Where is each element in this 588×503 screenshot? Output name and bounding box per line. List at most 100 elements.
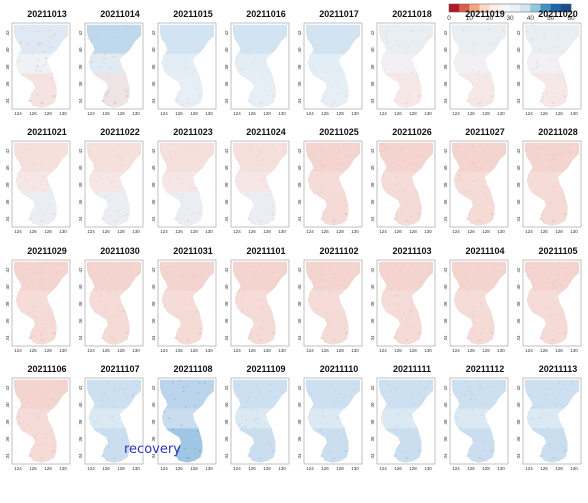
island bbox=[563, 450, 567, 452]
map-panel: 20211106 42 40 38 36 34 124 126 128 130 bbox=[5, 364, 71, 471]
x-tick-label: 126 bbox=[29, 111, 37, 116]
colorbar-swatch bbox=[510, 4, 521, 12]
island bbox=[551, 220, 555, 222]
y-tick-label: 40 bbox=[224, 402, 229, 408]
y-tick-label: 34 bbox=[224, 98, 229, 104]
map-panel: 20211015 42 40 38 36 34 124 126 128 130 bbox=[151, 9, 217, 116]
y-tick-label: 36 bbox=[5, 199, 10, 205]
y-tick-label: 36 bbox=[516, 436, 521, 442]
map-panel: 20211113 42 40 38 36 34 124 126 128 130 bbox=[516, 364, 582, 471]
island bbox=[466, 455, 470, 457]
y-tick-label: 38 bbox=[297, 64, 302, 70]
y-tick-label: 38 bbox=[5, 64, 10, 70]
y-tick-label: 36 bbox=[370, 199, 375, 205]
map-panel: 20211031 42 40 38 36 34 124 126 128 130 bbox=[151, 246, 217, 353]
island bbox=[198, 450, 202, 452]
x-tick-label: 128 bbox=[263, 466, 271, 471]
island bbox=[259, 220, 263, 222]
map-panel: 20211109 42 40 38 36 34 124 126 128 130 bbox=[224, 364, 290, 471]
y-tick-label: 36 bbox=[224, 81, 229, 87]
x-tick-label: 130 bbox=[59, 348, 67, 353]
y-tick-label: 34 bbox=[516, 453, 521, 459]
y-tick-label: 36 bbox=[78, 318, 83, 324]
island bbox=[478, 339, 482, 341]
y-tick-label: 42 bbox=[297, 148, 302, 154]
y-tick-label: 36 bbox=[5, 436, 10, 442]
x-tick-label: 128 bbox=[263, 348, 271, 353]
y-tick-label: 42 bbox=[443, 148, 448, 154]
island bbox=[393, 455, 397, 457]
y-tick-label: 38 bbox=[297, 419, 302, 425]
y-tick-label: 40 bbox=[443, 47, 448, 53]
y-tick-label: 40 bbox=[297, 165, 302, 171]
panel-date-title: 20211030 bbox=[100, 246, 140, 256]
island bbox=[551, 339, 555, 341]
map-panel: 20211108 42 40 38 36 34 124 126 128 130 bbox=[151, 364, 217, 471]
y-tick-label: 34 bbox=[370, 216, 375, 222]
panel-date-title: 20211013 bbox=[27, 9, 67, 19]
y-tick-label: 34 bbox=[5, 453, 10, 459]
x-tick-label: 124 bbox=[87, 111, 95, 116]
y-tick-label: 42 bbox=[516, 267, 521, 273]
x-tick-label: 128 bbox=[44, 229, 52, 234]
y-tick-label: 38 bbox=[224, 182, 229, 188]
y-tick-label: 40 bbox=[151, 47, 156, 53]
island bbox=[393, 337, 397, 339]
island bbox=[332, 220, 336, 222]
x-tick-label: 124 bbox=[14, 111, 22, 116]
island bbox=[259, 339, 263, 341]
colorbar-swatch bbox=[530, 4, 541, 12]
x-tick-label: 128 bbox=[555, 348, 563, 353]
y-tick-label: 36 bbox=[443, 81, 448, 87]
y-tick-label: 42 bbox=[443, 30, 448, 36]
colorbar-swatch bbox=[479, 4, 490, 12]
island bbox=[259, 102, 263, 104]
y-tick-label: 36 bbox=[297, 436, 302, 442]
x-tick-label: 126 bbox=[102, 229, 110, 234]
island bbox=[113, 220, 117, 222]
island bbox=[247, 455, 251, 457]
island bbox=[320, 337, 324, 339]
y-tick-label: 42 bbox=[5, 267, 10, 273]
panel-date-title: 20211025 bbox=[319, 127, 359, 137]
y-tick-label: 42 bbox=[297, 267, 302, 273]
y-tick-label: 42 bbox=[5, 30, 10, 36]
y-tick-label: 38 bbox=[370, 182, 375, 188]
x-tick-label: 124 bbox=[233, 466, 241, 471]
x-tick-label: 126 bbox=[175, 111, 183, 116]
island bbox=[539, 337, 543, 339]
y-tick-label: 34 bbox=[151, 453, 156, 459]
island bbox=[174, 337, 178, 339]
y-tick-label: 40 bbox=[78, 402, 83, 408]
x-tick-label: 124 bbox=[306, 466, 314, 471]
map-panel: 20211112 42 40 38 36 34 124 126 128 130 bbox=[443, 364, 509, 471]
island bbox=[40, 220, 44, 222]
island bbox=[174, 100, 178, 102]
recovery-annotation: recovery bbox=[124, 442, 181, 457]
island bbox=[271, 332, 275, 334]
panel-date-title: 20211021 bbox=[27, 127, 67, 137]
island bbox=[344, 213, 348, 215]
island bbox=[28, 100, 32, 102]
y-tick-label: 36 bbox=[516, 318, 521, 324]
island bbox=[539, 100, 543, 102]
x-tick-label: 124 bbox=[306, 111, 314, 116]
map-panel: 20211104 42 40 38 36 34 124 126 128 130 bbox=[443, 246, 509, 353]
x-tick-label: 128 bbox=[336, 229, 344, 234]
island bbox=[551, 457, 555, 459]
island bbox=[247, 337, 251, 339]
x-tick-label: 128 bbox=[336, 111, 344, 116]
panel-date-title: 20211019 bbox=[465, 9, 505, 19]
x-tick-label: 124 bbox=[525, 348, 533, 353]
y-tick-label: 42 bbox=[370, 267, 375, 273]
island bbox=[478, 102, 482, 104]
y-tick-label: 38 bbox=[5, 182, 10, 188]
y-tick-label: 40 bbox=[443, 284, 448, 290]
colorbar-swatch bbox=[469, 4, 480, 12]
island bbox=[405, 339, 409, 341]
colorbar-tick-label: 50 bbox=[547, 15, 555, 22]
y-tick-label: 40 bbox=[5, 47, 10, 53]
island bbox=[101, 218, 105, 220]
island bbox=[478, 220, 482, 222]
y-tick-label: 34 bbox=[297, 98, 302, 104]
